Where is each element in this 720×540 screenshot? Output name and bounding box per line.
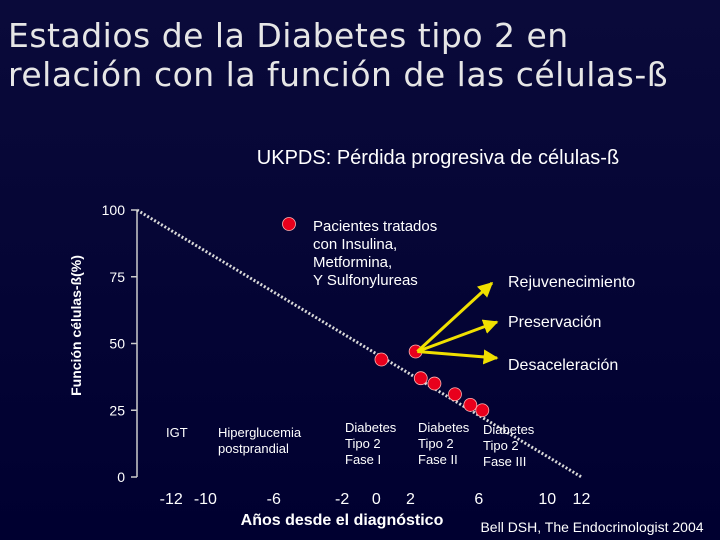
chart-title: UKPDS: Pérdida progresiva de células-ß	[257, 147, 619, 169]
stage-label: Tipo 2	[345, 436, 381, 451]
data-point	[427, 376, 442, 391]
annotation-arrow	[417, 349, 499, 365]
stage-label: Diabetes	[483, 422, 535, 437]
x-tick-label: -6	[267, 491, 281, 508]
data-point	[475, 403, 490, 418]
annotation-label: Preservación	[508, 314, 601, 331]
stage-label: IGT	[166, 425, 188, 440]
x-tick-label: -12	[160, 491, 183, 508]
data-point	[374, 352, 389, 367]
stage-label: Diabetes	[418, 420, 470, 435]
stage-label: Hiperglucemia	[218, 425, 302, 440]
x-tick-label: -10	[194, 491, 217, 508]
legend-marker	[282, 217, 296, 231]
stage-label: Diabetes	[345, 420, 397, 435]
stage-label: Tipo 2	[483, 438, 519, 453]
stage-label: Fase II	[418, 452, 458, 467]
x-tick-label: 2	[406, 491, 415, 508]
stage-label: Tipo 2	[418, 436, 454, 451]
x-tick-label: 6	[474, 491, 483, 508]
title-line-2: relación con la función de las células-ß	[8, 55, 669, 94]
x-tick-label: 10	[538, 491, 556, 508]
x-tick-label: 0	[372, 491, 381, 508]
y-tick-label: 25	[109, 402, 125, 418]
annotation-label: Desaceleración	[508, 357, 618, 374]
stage-label: Fase I	[345, 452, 381, 467]
stage-label: Fase III	[483, 454, 526, 469]
citation: Bell DSH, The Endocrinologist 2004	[480, 519, 703, 535]
y-tick-label: 75	[109, 269, 125, 285]
legend-label: Pacientes tratados	[313, 218, 437, 235]
legend-label: Metformina,	[313, 254, 392, 271]
x-tick-label: -2	[335, 491, 349, 508]
legend-label: Y Sulfonylureas	[313, 272, 418, 289]
data-point	[413, 371, 428, 386]
stage-label: postprandial	[218, 441, 289, 456]
y-axis-title: Función células-ß(%)	[68, 255, 84, 396]
x-axis-title: Años desde el diagnóstico	[241, 512, 444, 529]
annotation-label: Rejuvenecimiento	[508, 274, 635, 291]
annotation-arrow	[416, 281, 494, 353]
x-tick-label: 12	[573, 491, 591, 508]
y-tick-label: 100	[102, 202, 126, 218]
data-point	[448, 387, 462, 402]
y-tick-label: 50	[109, 336, 125, 352]
annotation-arrow	[416, 319, 499, 353]
page-title: Estadios de la Diabetes tipo 2 en relaci…	[8, 16, 708, 94]
legend-label: con Insulina,	[313, 236, 397, 253]
y-tick-label: 0	[117, 469, 125, 485]
data-point	[463, 398, 478, 412]
decline-line	[136, 208, 583, 479]
title-line-1: Estadios de la Diabetes tipo 2 en	[8, 16, 569, 55]
